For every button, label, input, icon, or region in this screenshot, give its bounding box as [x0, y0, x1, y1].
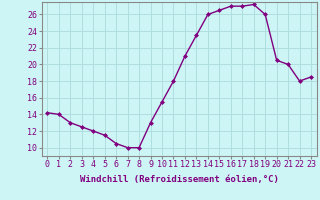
X-axis label: Windchill (Refroidissement éolien,°C): Windchill (Refroidissement éolien,°C): [80, 175, 279, 184]
